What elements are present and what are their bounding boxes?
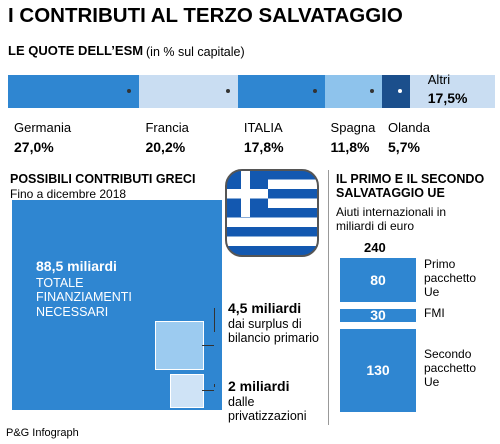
bar-segment: [139, 75, 238, 108]
segment-dot: [127, 89, 132, 93]
connector: [214, 384, 215, 387]
connector: [202, 344, 214, 346]
segment-dot: [225, 89, 230, 93]
square: [170, 374, 204, 408]
page-title: I CONTRIBUTI AL TERZO SALVATAGGIO: [8, 4, 403, 27]
bar-segment: [382, 75, 410, 108]
chart-subtitle: Fino a dicembre 2018: [10, 187, 127, 201]
value-label: 17,5%: [427, 90, 468, 106]
value-label: 30: [370, 307, 386, 324]
description: TOTALE FINANZIAMENTI NECESSARI: [36, 276, 132, 319]
bar-segment: [8, 75, 140, 108]
category-label: Francia: [145, 120, 189, 135]
segment-dot: [312, 89, 317, 93]
value-label: 88,5 miliardi: [36, 258, 117, 274]
category-label: Germania: [14, 120, 72, 135]
category-label: Primo pacchetto Ue: [424, 257, 477, 299]
category-label: Secondo pacchetto Ue: [424, 347, 477, 389]
bar-segment: [409, 75, 495, 108]
value-label: 5,7%: [388, 139, 420, 155]
connector: [202, 390, 214, 392]
chart-subtitle: (in % sul capitale): [146, 45, 245, 59]
column-segment: [340, 258, 416, 303]
column-segment: [340, 309, 416, 322]
segment-dot: [397, 89, 402, 93]
category-label: Spagna: [330, 120, 376, 135]
value-label: 4,5 miliardi: [228, 300, 302, 316]
connector: [214, 308, 215, 333]
segment-dot: [370, 89, 375, 93]
chart-subtitle: Aiuti internazionali in miliardi di euro: [336, 205, 447, 233]
value-label: 17,8%: [243, 139, 284, 155]
value-label: 130: [366, 362, 390, 379]
value-label: 27,0%: [14, 139, 54, 155]
square: [154, 321, 204, 371]
value-label: 80: [370, 272, 386, 289]
value-label: 11,8%: [330, 139, 370, 155]
column-segment: [340, 328, 416, 412]
bar-segment: [237, 75, 325, 108]
chart-title: LE QUOTE DELL’ESM: [8, 43, 144, 58]
category-label: Olanda: [388, 120, 430, 135]
chart-title: POSSIBILI CONTRIBUTI GRECI: [10, 172, 196, 186]
value-label: 2 miliardi: [228, 378, 290, 394]
value-label: 20,2%: [145, 139, 186, 155]
description: dalle privatizzazioni: [228, 395, 307, 424]
source: P&G Infograph: [6, 427, 79, 439]
chart-title: IL PRIMO E IL SECONDO SALVATAGGIO UE: [336, 172, 485, 201]
category-label: FMI: [424, 306, 445, 321]
category-label: ITALIA: [243, 120, 283, 135]
category-label: Altri: [427, 72, 451, 87]
separator: [328, 170, 329, 425]
total-label: 240: [364, 240, 386, 255]
description: dai surplus di bilancio primario: [228, 317, 320, 346]
greek-flag: [225, 169, 319, 257]
